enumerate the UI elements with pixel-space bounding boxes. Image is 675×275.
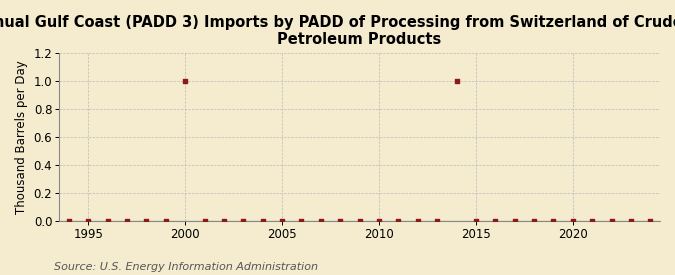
Point <box>83 219 94 223</box>
Point <box>568 219 578 223</box>
Point <box>606 219 617 223</box>
Point <box>393 219 404 223</box>
Point <box>63 219 74 223</box>
Point <box>432 219 443 223</box>
Point <box>277 219 288 223</box>
Point <box>373 219 384 223</box>
Point <box>548 219 559 223</box>
Point <box>587 219 597 223</box>
Point <box>257 219 268 223</box>
Point <box>103 219 113 223</box>
Point <box>315 219 326 223</box>
Point <box>238 219 249 223</box>
Point <box>412 219 423 223</box>
Point <box>529 219 539 223</box>
Title: Annual Gulf Coast (PADD 3) Imports by PADD of Processing from Switzerland of Cru: Annual Gulf Coast (PADD 3) Imports by PA… <box>0 15 675 47</box>
Point <box>490 219 501 223</box>
Point <box>161 219 171 223</box>
Point <box>44 219 55 223</box>
Point <box>470 219 481 223</box>
Point <box>199 219 210 223</box>
Point <box>180 79 190 83</box>
Point <box>219 219 230 223</box>
Text: Source: U.S. Energy Information Administration: Source: U.S. Energy Information Administ… <box>54 262 318 272</box>
Point <box>354 219 365 223</box>
Point <box>122 219 132 223</box>
Point <box>141 219 152 223</box>
Point <box>509 219 520 223</box>
Y-axis label: Thousand Barrels per Day: Thousand Barrels per Day <box>15 60 28 214</box>
Point <box>296 219 307 223</box>
Point <box>645 219 655 223</box>
Point <box>451 79 462 83</box>
Point <box>626 219 637 223</box>
Point <box>335 219 346 223</box>
